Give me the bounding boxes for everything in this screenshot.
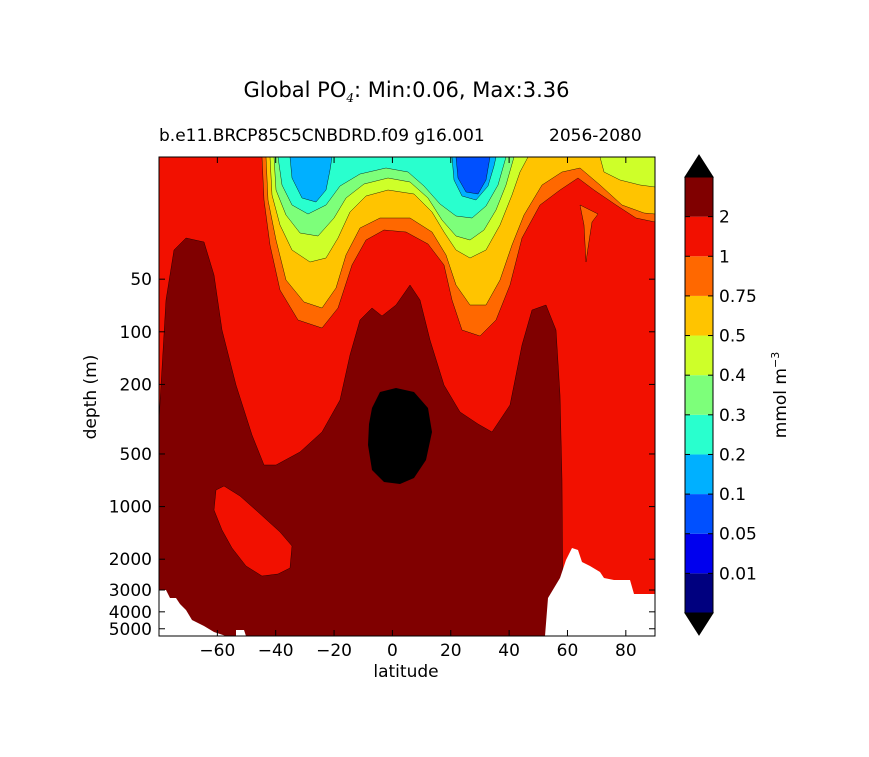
x-tick-label: 60 xyxy=(557,641,579,661)
colorbar-segment xyxy=(685,414,713,455)
region-core-over xyxy=(368,388,432,484)
title-suffix: : Min:0.06, Max:3.36 xyxy=(354,78,570,102)
x-tick-label: 0 xyxy=(387,641,398,661)
colorbar-level-label: 2 xyxy=(719,208,730,228)
colorbar-label-exponent: −3 xyxy=(769,352,782,368)
arctic-spike xyxy=(579,204,599,263)
y-tick-label: 50 xyxy=(130,270,152,290)
y-tick-label: 4000 xyxy=(109,603,152,623)
x-tick-label: 80 xyxy=(615,641,637,661)
plot-frame xyxy=(158,156,656,637)
colorbar-segment xyxy=(685,375,713,415)
colorbar-extend-min xyxy=(684,612,714,636)
chart-title: Global PO4: Min:0.06, Max:3.36 xyxy=(0,78,813,105)
band-0.4-0.5-arctic xyxy=(599,157,655,188)
land-arctic xyxy=(545,548,655,636)
x-tick-label: 40 xyxy=(498,641,520,661)
colorbar-segment xyxy=(685,494,713,534)
x-axis-label: latitude xyxy=(373,662,438,682)
colorbar-level-label: 0.01 xyxy=(719,564,757,584)
x-tick-label: −20 xyxy=(316,641,352,661)
colorbar-segment xyxy=(685,573,713,613)
colorbar-level-label: 0.1 xyxy=(719,485,746,505)
region-southern-tongue xyxy=(213,485,293,577)
x-axis: −60 −40 −20 0 20 40 60 80 xyxy=(199,157,637,661)
colorbar-segment xyxy=(685,533,713,574)
x-tick-label: −60 xyxy=(199,641,235,661)
y-tick-label: 500 xyxy=(120,445,152,465)
colorbar-segment xyxy=(685,216,713,257)
colorbar-level-label: 0.3 xyxy=(719,406,746,426)
chart-subtitle-period: 2056-2080 xyxy=(549,126,642,146)
colorbar-level-label: 0.75 xyxy=(719,287,757,307)
band-0.1-0.2-south xyxy=(289,157,333,203)
band-0.05-0.1-north xyxy=(455,157,491,195)
chart-subtitle-case: b.e11.BRCP85C5CNBDRD.f09 g16.001 xyxy=(159,126,485,146)
colorbar: 0.01 0.05 0.1 0.2 0.3 0.4 0.5 0.75 1 2 xyxy=(684,154,757,636)
colorbar-segment xyxy=(685,454,713,495)
colorbar-level-label: 0.4 xyxy=(719,366,746,386)
colorbar-segment xyxy=(685,177,713,217)
colorbar-segment xyxy=(685,295,713,336)
colorbar-extend-max xyxy=(684,154,714,178)
colorbar-level-label: 1 xyxy=(719,247,730,267)
y-tick-label: 3000 xyxy=(109,581,152,601)
colorbar-segment xyxy=(685,256,713,296)
title-subscript: 4 xyxy=(346,91,355,105)
colorbar-segment xyxy=(685,335,713,376)
colorbar-level-label: 0.05 xyxy=(719,525,757,545)
colorbar-level-label: 0.2 xyxy=(719,445,746,465)
colorbar-label: mmol m−3 xyxy=(769,352,791,438)
land-antarctic xyxy=(159,590,226,636)
y-axis-label: depth (m) xyxy=(81,355,101,440)
y-tick-label: 100 xyxy=(120,323,152,343)
x-tick-label: 20 xyxy=(440,641,462,661)
plot-area xyxy=(159,157,655,636)
y-tick-label: 2000 xyxy=(109,550,152,570)
colorbar-frame xyxy=(684,176,714,614)
y-tick-label: 5000 xyxy=(109,620,152,640)
y-tick-label: 200 xyxy=(120,375,152,395)
x-tick-label: −40 xyxy=(258,641,294,661)
title-prefix: Global PO xyxy=(243,78,347,102)
land-antarctic-2 xyxy=(236,630,246,636)
band-0.2-0.3 xyxy=(277,157,507,219)
colorbar-level-label: 0.5 xyxy=(719,327,746,347)
y-tick-label: 1000 xyxy=(109,498,152,518)
